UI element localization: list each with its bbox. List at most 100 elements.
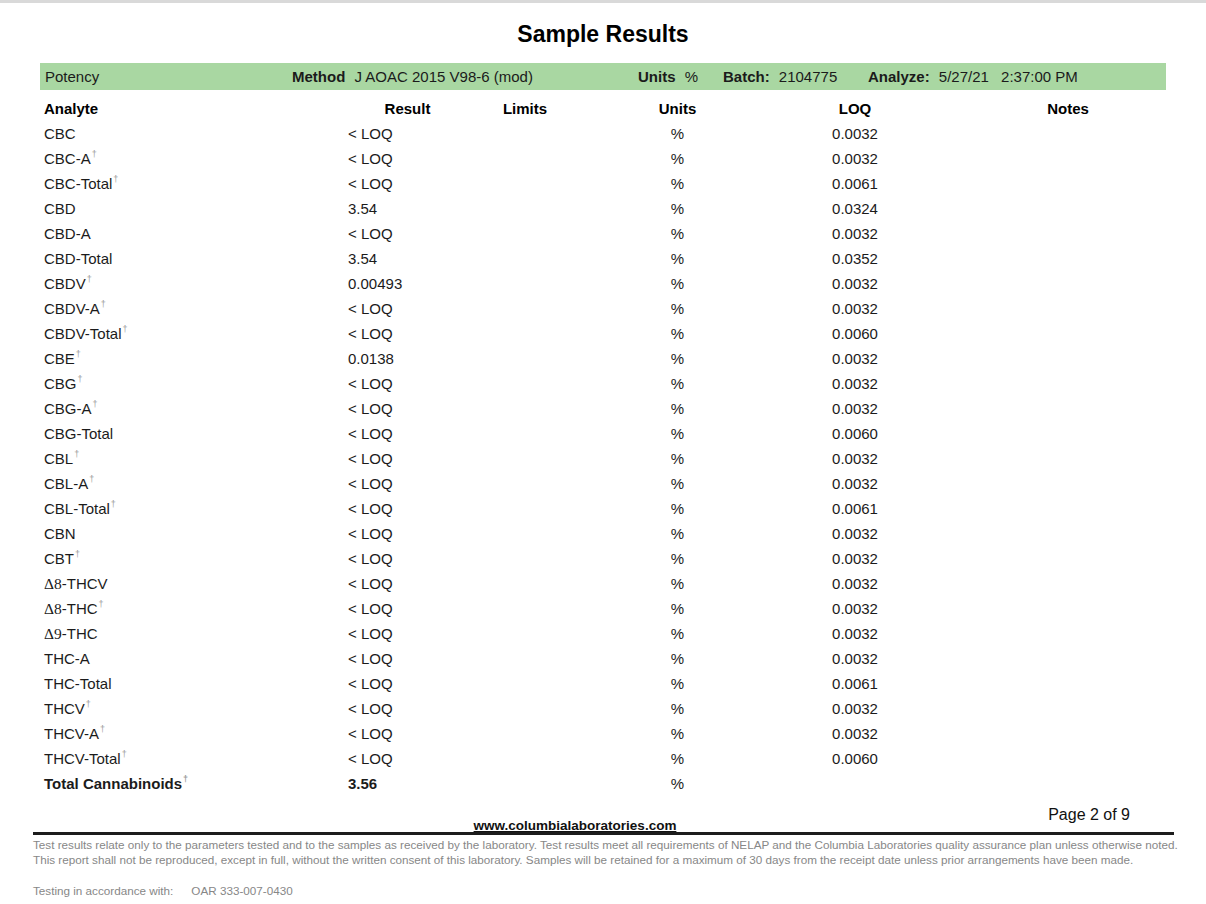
loq-cell: 0.0032	[775, 396, 935, 421]
dagger-footnote-icon: †	[86, 699, 91, 709]
units-cell: %	[580, 446, 775, 471]
result-cell: < LOQ	[345, 371, 470, 396]
units-field: Units %	[638, 63, 698, 90]
method-field: Method J AOAC 2015 V98-6 (mod)	[292, 63, 533, 90]
units-cell: %	[580, 646, 775, 671]
result-cell: < LOQ	[345, 621, 470, 646]
analyte-cell: Δ8-THCV	[40, 571, 345, 596]
result-cell: 3.54	[345, 246, 470, 271]
loq-cell: 0.0032	[775, 546, 935, 571]
units-cell: %	[580, 696, 775, 721]
limits-cell	[470, 321, 580, 346]
analyze-date: 5/27/21	[939, 68, 989, 85]
limits-cell	[470, 446, 580, 471]
units-label: Units	[638, 68, 676, 85]
units-value: %	[685, 68, 698, 85]
limits-cell	[470, 621, 580, 646]
notes-cell	[935, 696, 1166, 721]
dagger-footnote-icon: †	[76, 349, 81, 359]
delta-prefix: Δ8	[44, 600, 62, 617]
limits-cell	[470, 746, 580, 771]
loq-cell: 0.0032	[775, 471, 935, 496]
table-row: THC-A< LOQ%0.0032	[40, 646, 1166, 671]
result-cell: < LOQ	[345, 121, 470, 146]
limits-cell	[470, 496, 580, 521]
analyze-field: Analyze: 5/27/21 2:37:00 PM	[868, 63, 1078, 90]
loq-cell: 0.0032	[775, 296, 935, 321]
dagger-footnote-icon: †	[74, 449, 79, 459]
analyte-cell: CBN	[40, 521, 345, 546]
notes-cell	[935, 146, 1166, 171]
limits-cell	[470, 346, 580, 371]
result-cell: 0.00493	[345, 271, 470, 296]
units-cell: %	[580, 396, 775, 421]
limits-cell	[470, 596, 580, 621]
method-value: J AOAC 2015 V98-6 (mod)	[355, 68, 533, 85]
notes-cell	[935, 721, 1166, 746]
analyte-cell: THC-A	[40, 646, 345, 671]
table-row: CBC-A†< LOQ%0.0032	[40, 146, 1166, 171]
result-cell: < LOQ	[345, 671, 470, 696]
result-cell: < LOQ	[345, 421, 470, 446]
notes-cell	[935, 246, 1166, 271]
dagger-footnote-icon: †	[99, 599, 104, 609]
dagger-footnote-icon: †	[87, 274, 92, 284]
column-header-result: Result	[345, 95, 470, 121]
units-cell: %	[580, 196, 775, 221]
dagger-footnote-icon: †	[122, 749, 127, 759]
section-label: Potency	[45, 63, 99, 90]
analyte-cell: CBG-Total	[40, 421, 345, 446]
result-cell: < LOQ	[345, 171, 470, 196]
result-cell: < LOQ	[345, 546, 470, 571]
analyte-cell: CBG†	[40, 371, 345, 396]
table-row: CBD3.54%0.0324	[40, 196, 1166, 221]
limits-cell	[470, 671, 580, 696]
result-cell: < LOQ	[345, 321, 470, 346]
loq-cell: 0.0032	[775, 121, 935, 146]
dagger-footnote-icon: †	[183, 774, 188, 784]
limits-cell	[470, 146, 580, 171]
table-row: CBT†< LOQ%0.0032	[40, 546, 1166, 571]
table-row: CBDV-Total†< LOQ%0.0060	[40, 321, 1166, 346]
analyte-cell: CBDV†	[40, 271, 345, 296]
result-cell: 3.54	[345, 196, 470, 221]
website-link[interactable]: www.columbialaboratories.com	[0, 818, 1150, 833]
units-cell: %	[580, 271, 775, 296]
analyte-cell: CBC-Total†	[40, 171, 345, 196]
table-row: CBL-A†< LOQ%0.0032	[40, 471, 1166, 496]
table-row: CBDV†0.00493%0.0032	[40, 271, 1166, 296]
notes-cell	[935, 771, 1166, 796]
delta-prefix: Δ8	[44, 575, 62, 592]
result-cell: < LOQ	[345, 746, 470, 771]
table-row: CBG-Total< LOQ%0.0060	[40, 421, 1166, 446]
limits-cell	[470, 296, 580, 321]
dagger-footnote-icon: †	[111, 499, 116, 509]
table-row: CBN< LOQ%0.0032	[40, 521, 1166, 546]
analyte-cell: CBG-A†	[40, 396, 345, 421]
analyte-cell: CBC	[40, 121, 345, 146]
table-row: THCV-A†< LOQ%0.0032	[40, 721, 1166, 746]
result-cell: 0.0138	[345, 346, 470, 371]
limits-cell	[470, 546, 580, 571]
dagger-footnote-icon: †	[93, 399, 98, 409]
result-cell: 3.56	[345, 771, 470, 796]
notes-cell	[935, 171, 1166, 196]
loq-cell: 0.0061	[775, 671, 935, 696]
loq-cell: 0.0032	[775, 271, 935, 296]
units-cell: %	[580, 121, 775, 146]
result-cell: < LOQ	[345, 571, 470, 596]
result-cell: < LOQ	[345, 646, 470, 671]
dagger-footnote-icon: †	[101, 299, 106, 309]
table-row: CBC< LOQ%0.0032	[40, 121, 1166, 146]
notes-cell	[935, 321, 1166, 346]
table-row: THC-Total< LOQ%0.0061	[40, 671, 1166, 696]
loq-cell: 0.0032	[775, 521, 935, 546]
loq-cell: 0.0061	[775, 171, 935, 196]
limits-cell	[470, 521, 580, 546]
results-table-body: CBC< LOQ%0.0032CBC-A†< LOQ%0.0032CBC-Tot…	[40, 121, 1166, 796]
table-row: THCV†< LOQ%0.0032	[40, 696, 1166, 721]
result-cell: < LOQ	[345, 471, 470, 496]
notes-cell	[935, 546, 1166, 571]
limits-cell	[470, 246, 580, 271]
dagger-footnote-icon: †	[100, 724, 105, 734]
